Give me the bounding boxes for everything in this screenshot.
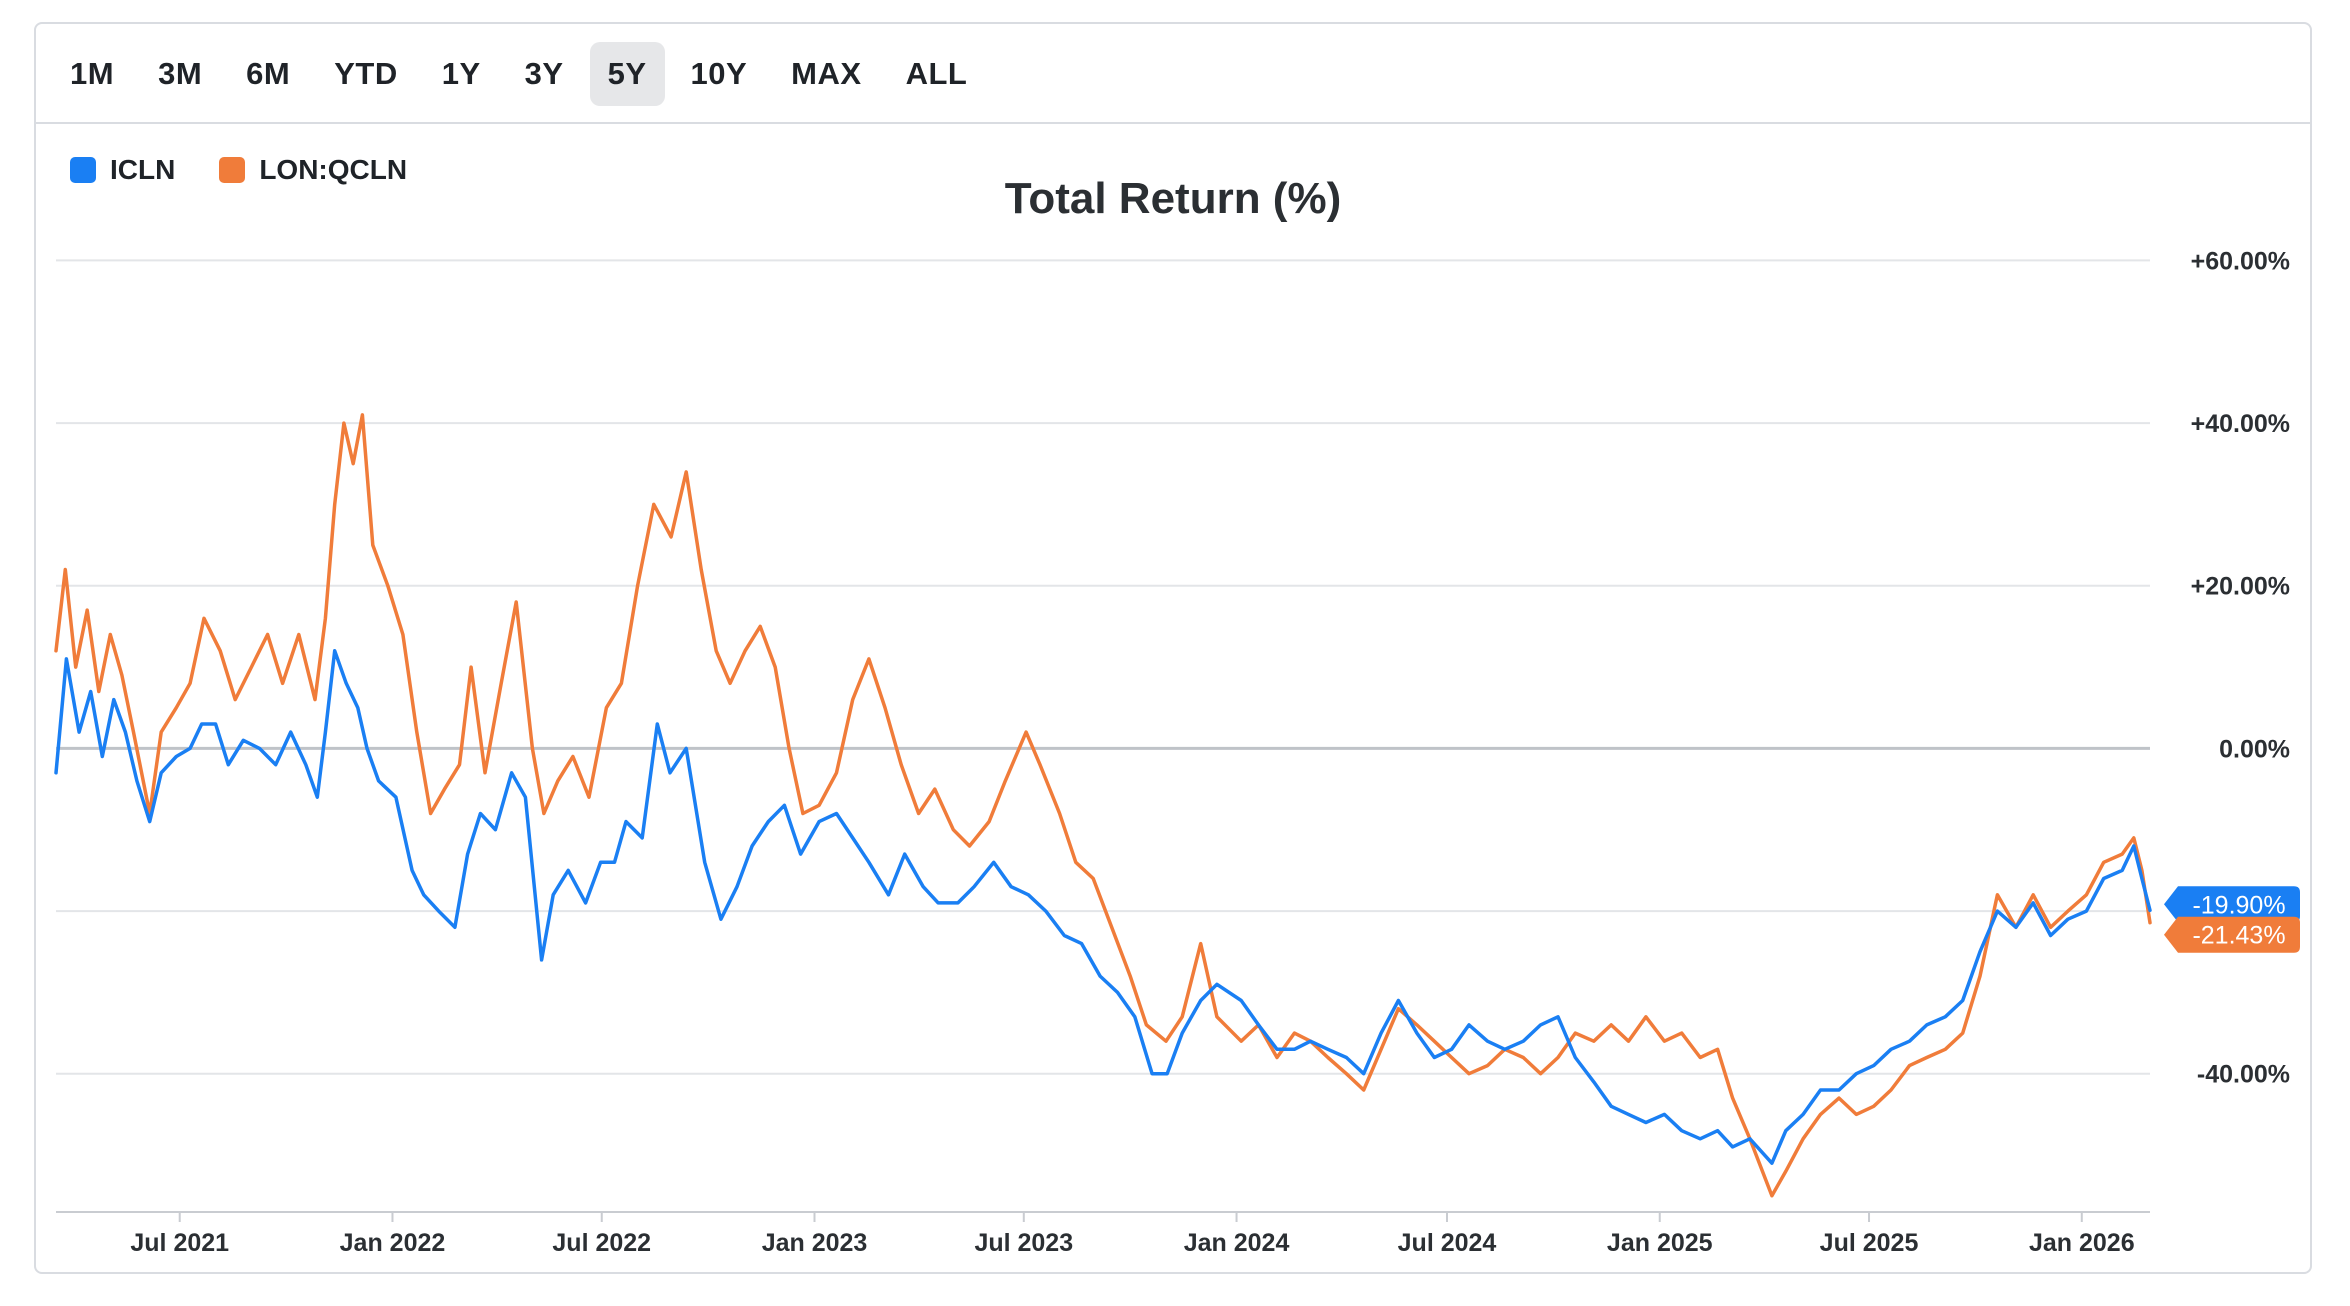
x-tick-label: Jan 2026: [2029, 1229, 2135, 1257]
legend-label: LON:QCLN: [259, 154, 408, 185]
range-button-1m[interactable]: 1M: [70, 56, 115, 91]
end-value-badge-icln: -19.90%: [2164, 886, 2300, 923]
legend-item-icln[interactable]: ICLN: [70, 154, 175, 186]
y-tick-label: +20.00%: [2191, 573, 2290, 601]
y-tick-label: 0.00%: [2219, 735, 2290, 763]
badge-background: [2164, 886, 2300, 923]
range-button-10y[interactable]: 10Y: [690, 56, 748, 91]
badge-value: -21.43%: [2192, 922, 2285, 950]
chart-legend: ICLN LON:QCLN: [70, 154, 407, 186]
range-button-3m[interactable]: 3M: [158, 56, 203, 91]
end-value-badge-lon-qcln: -21.43%: [2164, 916, 2300, 953]
legend-item-lon-qcln[interactable]: LON:QCLN: [219, 154, 407, 186]
x-tick-label: Jul 2022: [552, 1229, 651, 1257]
range-button-max[interactable]: MAX: [791, 56, 862, 91]
chart-card: 1M 3M 6M YTD 1Y 3Y 5Y 10Y MAX ALL ICLN LON:QCLN To…: [34, 22, 2312, 1274]
legend-label: ICLN: [110, 154, 176, 185]
range-button-5y[interactable]: 5Y: [589, 42, 665, 106]
series-line-icln: [54, 649, 2152, 1165]
x-tick-label: Jul 2023: [974, 1229, 1073, 1257]
x-tick-label: Jul 2021: [130, 1229, 229, 1257]
y-tick-label: -40.00%: [2197, 1061, 2290, 1089]
range-toolbar: 1M 3M 6M YTD 1Y 3Y 5Y 10Y MAX ALL: [36, 24, 2310, 124]
x-tick-label: Jan 2025: [1607, 1229, 1713, 1257]
badge-value: -19.90%: [2192, 891, 2285, 919]
chart-title: Total Return (%): [1004, 174, 1342, 223]
x-tick-label: Jul 2024: [1398, 1229, 1497, 1257]
x-tick-label: Jan 2023: [762, 1229, 868, 1257]
y-tick-label: +40.00%: [2191, 410, 2290, 438]
range-button-group: 1M 3M 6M YTD 1Y 3Y 5Y 10Y MAX ALL: [52, 42, 985, 106]
y-tick-label: +60.00%: [2191, 247, 2290, 275]
series-line-lon-qcln: [54, 413, 2152, 1198]
legend-swatch: [219, 157, 246, 183]
legend-swatch: [70, 157, 96, 183]
range-button-ytd[interactable]: YTD: [334, 56, 398, 91]
x-tick-label: Jan 2022: [340, 1229, 446, 1257]
badge-background: [2164, 916, 2300, 953]
range-button-6m[interactable]: 6M: [246, 56, 291, 91]
x-tick-label: Jan 2024: [1184, 1229, 1290, 1257]
range-button-1y[interactable]: 1Y: [441, 56, 481, 91]
x-tick-label: Jul 2025: [1820, 1229, 1919, 1257]
range-button-3y[interactable]: 3Y: [524, 56, 564, 91]
range-button-all[interactable]: ALL: [905, 56, 968, 91]
